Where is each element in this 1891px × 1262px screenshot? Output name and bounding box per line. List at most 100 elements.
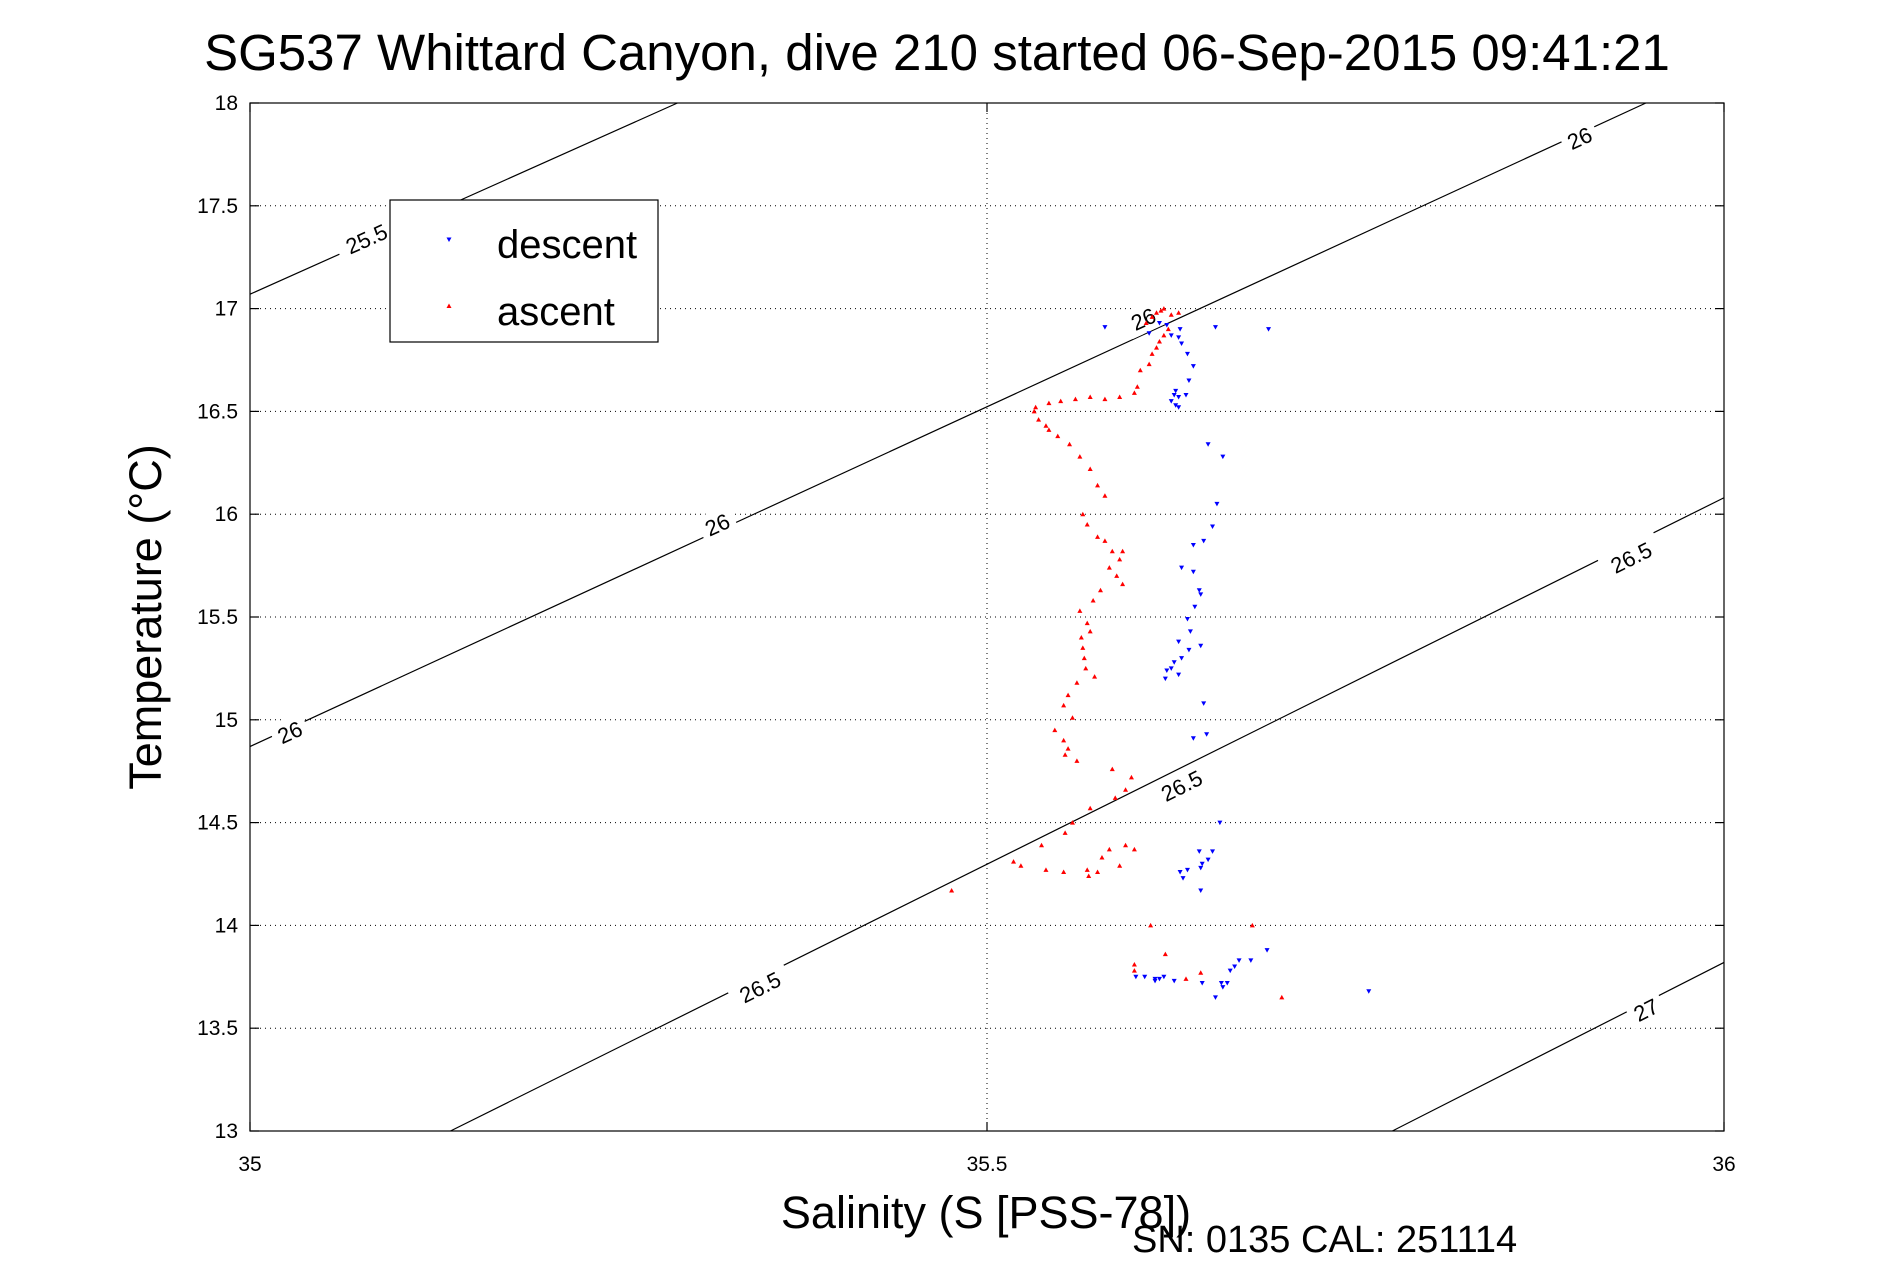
ascent-point [1134,384,1140,389]
ascent-point [1061,702,1067,708]
descent-point [1204,732,1210,737]
legend-ascent-marker [446,303,452,308]
ascent-point [1062,830,1068,835]
y-tick-label: 18 [215,92,238,115]
descent-point [1179,656,1185,661]
contour-label-bg [267,711,313,753]
ascent-point [1043,867,1049,872]
ascent-point [1131,961,1137,967]
y-tick-label: 14 [215,914,239,937]
ascent-point [1087,628,1093,634]
ascent-point [1087,466,1093,471]
ascent-point [1077,608,1083,613]
ascent-point [1087,394,1093,400]
contour-label-bg [695,504,740,545]
ascent-point [1198,970,1204,975]
descent-point [1190,543,1196,548]
descent-point [1156,976,1162,982]
ascent-point [1067,441,1073,447]
ascent-point [1154,310,1160,315]
ascent-point [1162,951,1168,957]
ascent-point [1083,665,1089,671]
ascent-point [1154,345,1160,350]
ascent-point [1080,511,1086,517]
y-tick-label: 14.5 [197,812,238,835]
ascent-point [1084,620,1090,626]
legend-descent-label: descent [497,223,637,267]
descent-point [1133,974,1139,980]
descent-point [1173,403,1179,408]
descent-point [1198,888,1204,893]
ascent-point [1176,310,1182,315]
ascent-point [1039,842,1045,848]
ascent-point [1168,312,1174,317]
ascent-point [1123,787,1129,792]
descent-point [1102,325,1108,330]
contour-label-bg [1557,117,1602,159]
ascent-point [1131,390,1137,395]
x-axis: 35 35.5 36 [238,103,1736,1176]
isopycnal-27 [1392,961,1725,1132]
descent-point [1264,948,1270,953]
legend: descent ascent [389,199,659,343]
ascent-point [1043,423,1049,428]
descent-point [1214,501,1220,507]
descent-point [1171,660,1177,665]
descent-point [1205,442,1211,447]
ascent-point [1061,737,1067,743]
descent-point [1171,978,1177,984]
ascent-point [1112,795,1118,800]
descent-point [1210,524,1216,530]
y-tick-label: 16.5 [197,400,238,423]
descent-point [1199,980,1205,986]
descent-point [1196,588,1202,593]
descent-point [1146,331,1152,336]
ascent-point [1146,361,1152,367]
descent-point [1199,861,1205,867]
ascent-point [1161,306,1167,311]
ascent-point [1165,326,1171,332]
ascent-point [1279,994,1285,1000]
descent-point [1179,565,1185,571]
descent-point [1186,378,1192,384]
y-tick-label: 16 [215,503,238,526]
ascent-point [1018,863,1024,868]
y-tick-label: 15 [215,709,238,732]
ascent-point [1046,427,1052,432]
ascent-point [1156,338,1162,344]
descent-point [1212,325,1218,330]
ascent-point [1131,846,1137,852]
ascent-point [1097,587,1103,593]
ascent-point [1074,680,1080,685]
y-tick-label: 15.5 [197,606,238,629]
descent-point [1152,976,1158,982]
descent-point [1161,974,1167,980]
serial-calibration-note: SN: 0135 CAL: 251114 [1132,1219,1517,1261]
legend-descent-marker [446,237,452,242]
x-axis-title: Salinity (S [PSS-78]) [781,1187,1191,1238]
ascent-point [1148,922,1154,928]
descent-point [1218,980,1224,986]
ascent-point [1117,394,1123,400]
descent-point [1168,666,1174,671]
ascent-point [1084,521,1090,527]
ascent-point [1036,417,1042,422]
descent-point [1176,405,1182,410]
ascent-point [1095,534,1101,539]
descent-point [1187,629,1193,634]
descent-point [1196,849,1202,854]
ascent-point [1117,863,1123,868]
isopycnal-26.5 [450,497,1725,1132]
descent-point [1184,867,1190,873]
ascent-point [1065,746,1071,751]
descent-point [1217,820,1223,826]
descent-point [1173,388,1179,394]
descent-point [1190,569,1196,575]
ascent-point [1086,873,1092,879]
ascent-point [1095,869,1101,874]
y-axis: 13 13.5 14 14.5 15 15.5 16 16.5 17 17.5 18 [197,92,1724,1143]
ascent-point [1131,968,1137,973]
ascent-point [1081,655,1087,661]
descent-point [1176,639,1182,645]
x-tick-label: 35.5 [967,1153,1008,1176]
